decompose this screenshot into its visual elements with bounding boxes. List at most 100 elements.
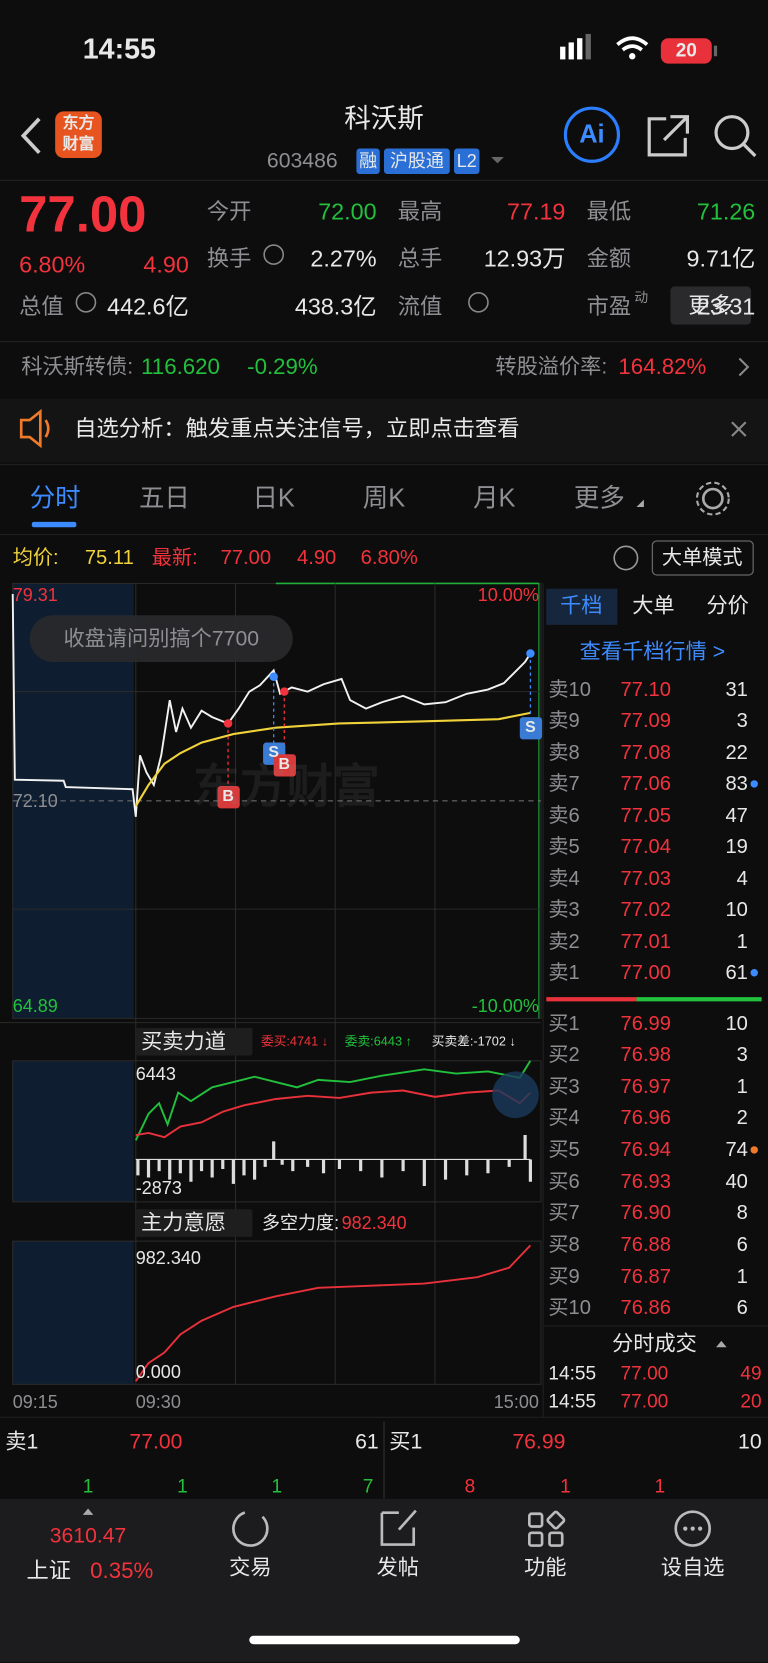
decoration [269, 672, 278, 682]
trade-marker: B [278, 755, 291, 773]
axis-label: 10.00% [477, 585, 539, 606]
book-volume: 6 [736, 1297, 748, 1320]
bond-price: 116.620 [141, 353, 220, 379]
tab[interactable]: 五日 [138, 483, 190, 512]
book-volume: 74 [725, 1139, 748, 1161]
book-price: 76.90 [620, 1202, 671, 1225]
field-label: 金额 [586, 245, 632, 271]
axis-label: 6443 [135, 1063, 176, 1084]
nav-item[interactable]: 功能 [524, 1556, 567, 1580]
book-link[interactable]: 查看千档行情 > [579, 640, 726, 664]
notice[interactable]: 自选分析：触发重点关注信号，立即点击查看 [74, 415, 520, 441]
tab[interactable]: 周K [362, 483, 406, 512]
field-sup: 动 [634, 290, 649, 306]
battery: 20 [675, 40, 697, 62]
decoration [647, 115, 689, 157]
decoration [20, 117, 41, 155]
premium: 164.82% [618, 353, 707, 379]
decoration [636, 499, 644, 508]
stock-code: 603486 [266, 149, 338, 173]
decoration [249, 1635, 520, 1645]
book-price: 77.09 [620, 709, 671, 732]
index-pct[interactable]: 0.35% [90, 1557, 154, 1583]
decoration [55, 111, 102, 159]
tab[interactable]: 日K [252, 483, 295, 512]
trade-price: 77.00 [620, 1391, 669, 1413]
queue-item: 1 [560, 1476, 571, 1498]
latest-label: 最新: [151, 546, 198, 569]
more-button[interactable]: 更多 [688, 292, 733, 318]
decoration [695, 481, 730, 516]
axis-label: 64.89 [12, 995, 58, 1016]
axis-label: 79.31 [12, 585, 58, 606]
decoration [31, 521, 77, 528]
book-volume: 40 [725, 1170, 748, 1193]
decoration [714, 115, 750, 151]
book-label: 买3 [548, 1075, 580, 1098]
book-volume: 10 [725, 1012, 748, 1035]
decoration [19, 408, 50, 449]
decoration [548, 1531, 564, 1547]
logo: 财富 [62, 136, 95, 154]
book-label: 卖6 [548, 804, 580, 827]
book-price: 77.05 [620, 804, 671, 827]
book-label: 卖7 [548, 772, 580, 795]
field-value: 9.71亿 [686, 245, 756, 272]
bond-change: -0.29% [247, 353, 318, 379]
book-price: 77.02 [620, 898, 671, 921]
avg-label: 均价: [12, 546, 59, 569]
book-volume: 8 [736, 1202, 748, 1225]
field-value: 438.3亿 [294, 292, 377, 319]
tab[interactable]: 分时 [29, 483, 81, 512]
nav-item[interactable]: 交易 [229, 1556, 272, 1580]
time-label: 09:30 [135, 1392, 181, 1413]
book-tab[interactable]: 分价 [706, 594, 749, 618]
trade-marker: S [268, 744, 279, 762]
indicator-select[interactable]: 主力意愿 [141, 1211, 226, 1235]
book-price: 77.10 [620, 678, 671, 701]
book-label: 买9 [548, 1265, 580, 1288]
decoration [12, 1241, 134, 1385]
book-tab[interactable]: 千档 [560, 594, 603, 618]
field-value: 71.26 [696, 198, 756, 225]
axis-label: -10.00% [471, 995, 539, 1016]
time-label: 09:15 [12, 1392, 58, 1413]
decoration [263, 244, 285, 265]
ai-button[interactable]: Ai [579, 119, 605, 148]
decoration [629, 53, 636, 60]
trades-title: 分时成交 [612, 1332, 697, 1356]
decoration [384, 148, 450, 174]
indicator-select[interactable]: 买卖力道 [141, 1030, 226, 1054]
decoration [742, 143, 757, 158]
nav-item[interactable]: 设自选 [660, 1556, 725, 1580]
decoration [12, 1060, 134, 1202]
trade-volume: 20 [740, 1391, 762, 1413]
mode-button[interactable]: 大单模式 [661, 546, 743, 569]
index-value[interactable]: 3610.47 [49, 1524, 127, 1548]
tag: L2 [456, 151, 477, 172]
book-volume: 47 [725, 804, 748, 827]
change-pct: 6.80% [19, 251, 86, 278]
book-price: 77.08 [620, 741, 671, 764]
book-label: 卖8 [548, 741, 580, 764]
decoration [750, 969, 758, 977]
tab[interactable]: 更多 [573, 483, 625, 512]
index-name[interactable]: 上证 [26, 1557, 72, 1583]
book-label: 买7 [548, 1202, 580, 1225]
book-volume: 6 [736, 1233, 748, 1256]
decoration [683, 1526, 688, 1531]
decoration [29, 615, 293, 662]
queue-item: 7 [362, 1476, 374, 1498]
decoration [616, 36, 649, 52]
tab[interactable]: 月K [473, 483, 516, 512]
book-tab[interactable]: 大单 [632, 594, 675, 618]
book-label: 卖5 [548, 835, 580, 858]
decoration [273, 754, 296, 777]
indicator-legend: 委买:4741 ↓ [260, 1033, 329, 1049]
decoration [134, 1060, 532, 1141]
book-volume: 2 [736, 1107, 748, 1130]
trade-volume: 49 [740, 1363, 762, 1385]
nav-item[interactable]: 发帖 [376, 1556, 419, 1580]
indicator-legend: 买卖差:-1702 ↓ [431, 1033, 516, 1049]
